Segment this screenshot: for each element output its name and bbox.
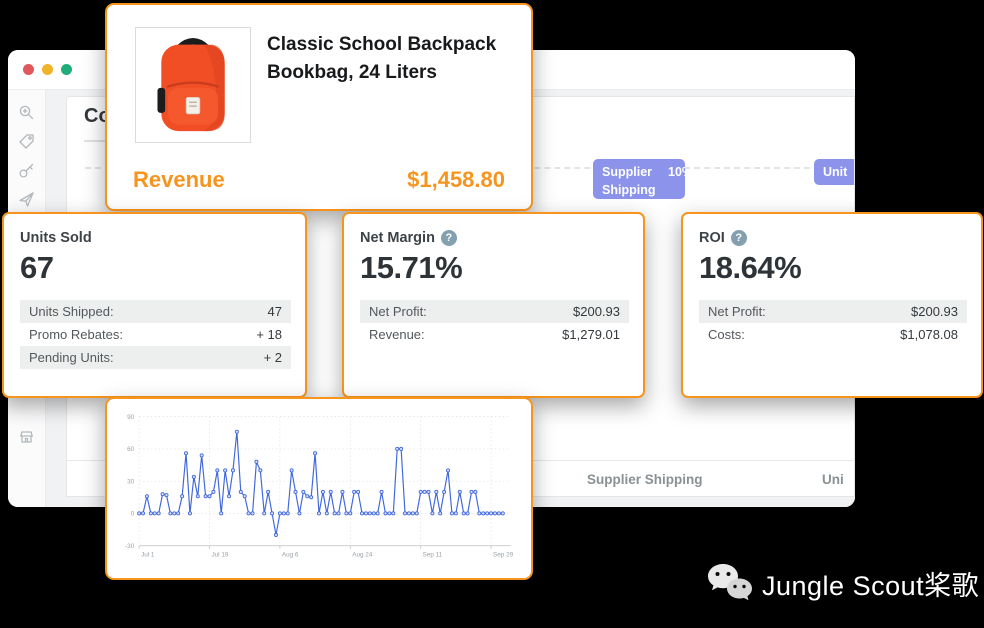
row-value: 47 [267, 304, 282, 319]
svg-text:-30: -30 [125, 543, 135, 550]
units-sold-value: 67 [20, 250, 54, 285]
units-sold-card: Units Sold 67 Units Shipped: 47 Promo Re… [2, 212, 307, 398]
table-row: Revenue: $1,279.01 [360, 323, 629, 346]
svg-text:30: 30 [127, 478, 135, 485]
row-label: Net Profit: [708, 304, 766, 319]
help-icon[interactable]: ? [440, 230, 457, 246]
net-margin-card: Net Margin ? 15.71% Net Profit: $200.93 … [342, 212, 645, 398]
row-value: + 18 [256, 327, 282, 342]
key-icon[interactable] [18, 162, 35, 179]
table-row: Net Profit: $200.93 [360, 300, 629, 323]
store-icon[interactable] [18, 428, 35, 445]
table-row: Pending Units: + 2 [20, 346, 291, 369]
svg-text:0: 0 [131, 511, 135, 518]
row-label: Net Profit: [369, 304, 427, 319]
unit-badge[interactable]: Unit [814, 159, 854, 185]
revenue-value: $1,458.80 [407, 167, 505, 192]
badge-percent: 10% [668, 165, 685, 179]
row-value: $200.93 [573, 304, 620, 319]
roi-card: ROI ? 18.64% Net Profit: $200.93 Costs: … [681, 212, 983, 398]
row-label: Revenue: [369, 327, 425, 342]
cost-row-label-unit-truncated: Uni [822, 472, 844, 487]
close-window-button[interactable] [23, 64, 34, 75]
row-value: $200.93 [911, 304, 958, 319]
table-row: Units Shipped: 47 [20, 300, 291, 323]
minimize-window-button[interactable] [42, 64, 53, 75]
svg-text:Aug 24: Aug 24 [352, 551, 373, 558]
badge-label: Supplier [602, 165, 653, 179]
tag-icon[interactable] [18, 133, 35, 150]
net-margin-value: 15.71% [360, 250, 463, 285]
svg-text:60: 60 [127, 446, 135, 453]
card-title: ROI [699, 230, 725, 246]
row-label: Units Shipped: [29, 304, 114, 319]
product-image [135, 27, 251, 143]
branding: Jungle Scout桨歌 [706, 561, 979, 605]
badge-label-line2: Shipping [602, 183, 656, 197]
table-row: Promo Rebates: + 18 [20, 323, 291, 346]
product-title: Classic School Backpack Bookbag, 24 Lite… [267, 34, 497, 83]
help-icon[interactable]: ? [730, 230, 747, 246]
row-label: Promo Rebates: [29, 327, 123, 342]
svg-text:Jul 19: Jul 19 [211, 551, 228, 558]
product-summary-card: Classic School Backpack Bookbag, 24 Lite… [105, 3, 533, 211]
table-row: Costs: $1,078.08 [699, 323, 967, 346]
brand-logo-text: Jungle Scout桨歌 [762, 570, 980, 601]
row-value: $1,279.01 [562, 327, 620, 342]
zoom-window-button[interactable] [61, 64, 72, 75]
card-title: Net Margin [360, 230, 435, 246]
units-trend-chart-card: 90 60 30 0 -30 Jul 1 Jul 19 Aug 6 Aug 24 Sep 11 Se… [105, 397, 533, 580]
svg-text:Aug 6: Aug 6 [282, 551, 299, 558]
units-line-chart[interactable]: 90 60 30 0 -30 Jul 1 Jul 19 Aug 6 Aug 24 Sep 11 Se… [109, 401, 529, 576]
svg-text:Sep 29: Sep 29 [493, 551, 514, 558]
row-value: + 2 [263, 350, 282, 365]
row-value: $1,078.08 [900, 327, 958, 342]
send-icon[interactable] [18, 191, 35, 208]
revenue-label: Revenue [133, 167, 225, 192]
roi-value: 18.64% [699, 250, 802, 285]
svg-text:Jul 1: Jul 1 [141, 551, 155, 558]
svg-text:90: 90 [127, 414, 135, 421]
backpack-image [157, 37, 225, 132]
row-label: Pending Units: [29, 350, 114, 365]
svg-text:Sep 11: Sep 11 [423, 551, 443, 558]
supplier-shipping-badge[interactable]: Supplier 10% Shipping [593, 159, 685, 199]
table-row: Net Profit: $200.93 [699, 300, 967, 323]
row-label: Costs: [708, 327, 745, 342]
card-title: Units Sold [20, 230, 92, 246]
search-icon[interactable] [18, 104, 35, 121]
cost-row-label-supplier-shipping: Supplier Shipping [587, 472, 703, 487]
wechat-icon [708, 564, 752, 601]
badge-label: Unit [823, 165, 848, 179]
